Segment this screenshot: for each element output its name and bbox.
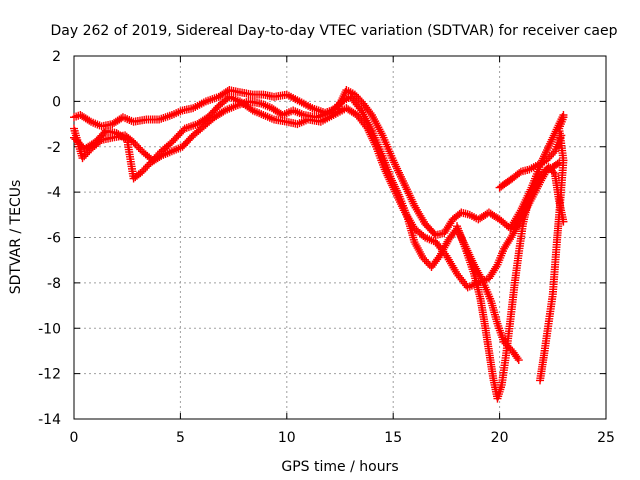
- data-point: [350, 90, 359, 99]
- x-tick-label: 15: [384, 430, 402, 446]
- data-point: [544, 154, 553, 163]
- x-tick-label: 10: [278, 430, 296, 446]
- series-track-e: [536, 113, 568, 385]
- series-track-c: [70, 92, 523, 365]
- data-point: [422, 257, 431, 266]
- data-point: [143, 162, 152, 171]
- chart-title: Day 262 of 2019, Sidereal Day-to-day VTE…: [51, 23, 618, 39]
- x-tick-label: 25: [597, 430, 615, 446]
- x-axis-label: GPS time / hours: [281, 459, 398, 475]
- data-point: [513, 354, 522, 363]
- data-point: [542, 156, 551, 165]
- data-point: [515, 169, 524, 178]
- y-tick-label: 2: [52, 49, 61, 65]
- y-tick-label: -14: [38, 412, 61, 428]
- data-point: [545, 152, 554, 161]
- data-point: [141, 164, 150, 173]
- series-track-a: [70, 86, 568, 240]
- data-point: [139, 165, 148, 174]
- y-tick-label: -10: [38, 321, 61, 337]
- data-point: [418, 253, 427, 262]
- data-point: [547, 150, 556, 159]
- data-point: [138, 167, 147, 176]
- data-point: [80, 152, 89, 161]
- y-tick-label: -6: [47, 231, 61, 247]
- data-point: [559, 113, 568, 122]
- grid-lines: [74, 56, 606, 419]
- x-tick-label: 5: [176, 430, 185, 446]
- data-point: [557, 131, 566, 140]
- data-point: [492, 262, 501, 271]
- data-marks: [70, 86, 568, 403]
- data-point: [514, 356, 523, 365]
- y-axis-label: SDTVAR / TECUs: [8, 180, 24, 295]
- y-tick-label: -2: [47, 140, 61, 156]
- series-track-d: [453, 158, 564, 403]
- data-point: [420, 255, 429, 264]
- data-point: [356, 96, 365, 105]
- y-tick-label: -12: [38, 367, 61, 383]
- y-tick-label: -4: [47, 185, 61, 201]
- data-point: [134, 143, 143, 152]
- data-point: [553, 159, 562, 168]
- x-tick-label: 0: [70, 430, 79, 446]
- series-track-f: [495, 131, 566, 192]
- data-point: [100, 128, 109, 137]
- y-tick-labels: 2 0 -2 -4 -6 -8 -10 -12 -14: [38, 49, 61, 428]
- y-tick-label: 0: [52, 94, 61, 110]
- x-tick-labels: 0 5 10 15 20 25: [70, 430, 615, 446]
- x-tick-label: 20: [491, 430, 509, 446]
- data-point: [549, 149, 558, 158]
- data-point: [131, 140, 140, 149]
- data-point: [78, 154, 87, 163]
- data-point: [132, 141, 141, 150]
- y-tick-label: -8: [47, 276, 61, 292]
